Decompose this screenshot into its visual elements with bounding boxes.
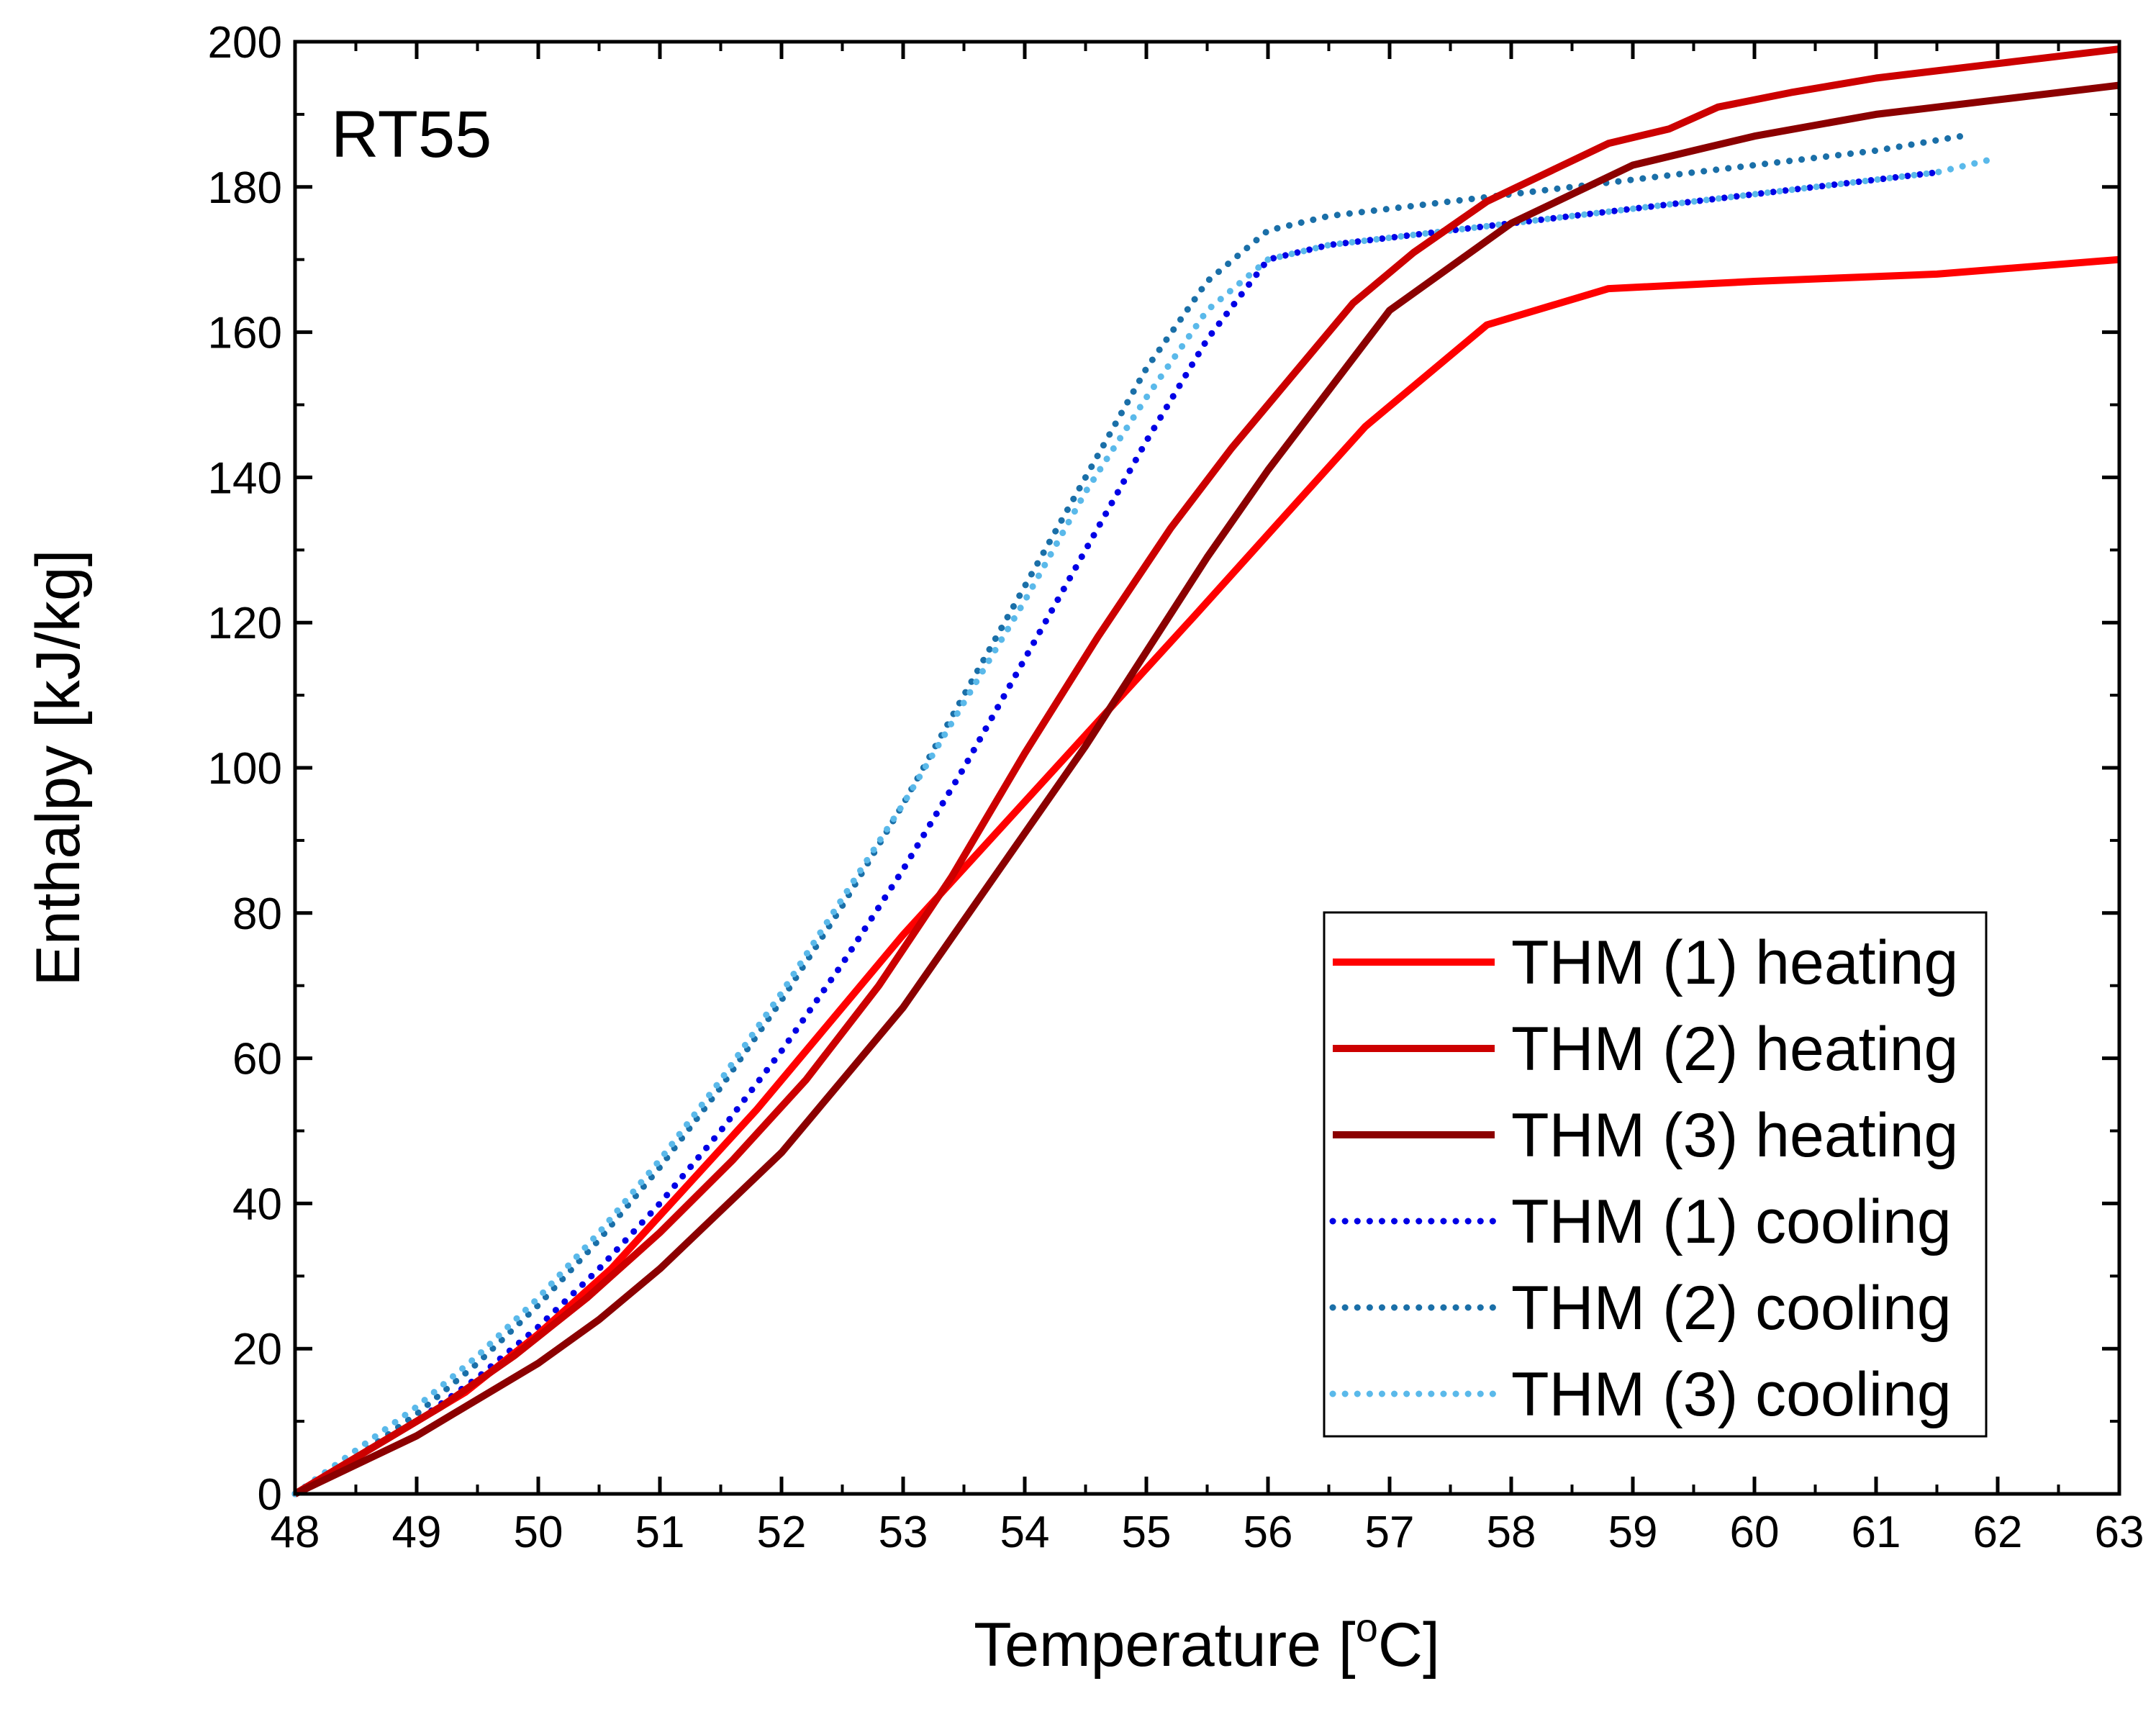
legend-label: THM (2) cooling: [1511, 1274, 1952, 1343]
legend-item: THM (3) cooling: [1329, 1360, 1952, 1429]
x-axis-title: Temperature [oC]: [974, 1605, 1440, 1680]
x-tick-label: 52: [757, 1508, 807, 1557]
y-tick-label: 140: [208, 453, 282, 503]
legend-box: [1323, 911, 1988, 1438]
panel-label: RT55: [331, 98, 492, 171]
y-tick-label: 60: [232, 1035, 282, 1084]
legend-label: THM (3) cooling: [1511, 1360, 1952, 1429]
x-tick-label: 62: [1973, 1508, 2023, 1557]
series-lines: [291, 45, 2120, 1497]
legend-item: THM (2) heating: [1333, 1015, 1958, 1084]
legend-label: THM (2) heating: [1511, 1015, 1958, 1084]
y-tick-label: 0: [258, 1470, 282, 1520]
x-tick-labels: 48 49 50 51 52 53 54 55 56 57 58 59 60 61 62 63: [271, 1508, 2144, 1557]
series-line-thm-3-cooling: [291, 154, 2001, 1497]
x-tick-label: 50: [514, 1508, 563, 1557]
legend-label: THM (1) cooling: [1511, 1187, 1952, 1256]
x-tick-label: 56: [1244, 1508, 1293, 1557]
legend-item: THM (3) heating: [1333, 1101, 1958, 1170]
legend-label: THM (3) heating: [1511, 1101, 1958, 1170]
legend-item: THM (1) cooling: [1329, 1187, 1952, 1256]
y-tick-label: 200: [208, 18, 282, 68]
x-tick-label: 53: [879, 1508, 928, 1557]
x-tick-label: 51: [635, 1508, 685, 1557]
x-axis-title-main: Temperature [: [974, 1610, 1356, 1680]
x-tick-label: 59: [1608, 1508, 1658, 1557]
y-tick-label: 180: [208, 163, 282, 213]
x-tick-label: 61: [1852, 1508, 1901, 1557]
legend-label: THM (1) heating: [1511, 928, 1958, 997]
x-tick-label: 58: [1487, 1508, 1536, 1557]
legend-item: THM (2) cooling: [1329, 1274, 1952, 1343]
y-tick-label: 120: [208, 599, 282, 648]
series-line-thm-2-cooling: [291, 132, 1965, 1497]
x-tick-label: 63: [2095, 1508, 2144, 1557]
series-line-thm-3-heating: [293, 81, 2120, 1497]
y-tick-label: 20: [232, 1325, 282, 1374]
y-axis-title: Enthalpy [kJ/kg]: [24, 549, 93, 986]
x-tick-label: 57: [1365, 1508, 1415, 1557]
y-tick-label: 100: [208, 744, 282, 794]
x-tick-label: 55: [1122, 1508, 1172, 1557]
y-tick-labels: 0 20 40 60 80 100 120 140 160 180 200: [208, 18, 282, 1520]
x-axis-title-unit: C]: [1378, 1610, 1440, 1680]
x-tick-label: 48: [271, 1508, 320, 1557]
legend: THM (1) heating THM (2) heating THM (3) he…: [1323, 911, 1988, 1438]
series-line-thm-1-cooling: [291, 169, 1940, 1497]
y-tick-label: 80: [232, 889, 282, 939]
x-axis-title-superscript: o: [1356, 1605, 1378, 1650]
x-tick-label: 60: [1730, 1508, 1780, 1557]
y-tick-label: 160: [208, 309, 282, 358]
series-line-thm-2-heating: [293, 45, 2120, 1497]
legend-item: THM (1) heating: [1333, 928, 1958, 997]
legend-items: THM (1) heating THM (2) heating THM (3) he…: [1329, 928, 1958, 1429]
y-tick-label: 40: [232, 1179, 282, 1229]
x-tick-label: 54: [1000, 1508, 1050, 1557]
plot-area-frame: [293, 40, 2121, 1496]
x-tick-label: 49: [392, 1508, 442, 1557]
